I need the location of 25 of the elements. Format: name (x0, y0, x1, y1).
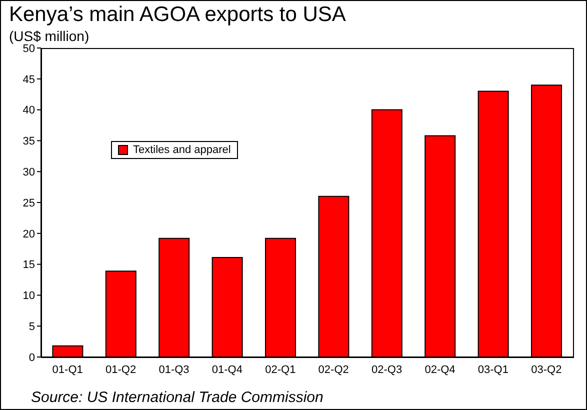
x-tick-label: 02-Q1 (265, 364, 296, 376)
y-tick-label: 10 (22, 290, 35, 302)
x-tick-label: 01-Q3 (158, 364, 190, 376)
y-tick-label: 35 (22, 136, 35, 148)
x-tick-label: 02-Q2 (318, 364, 349, 376)
y-tick-label: 5 (28, 321, 35, 334)
chart-subtitle: (US$ million) (9, 28, 90, 44)
legend-label: Textiles and apparel (133, 144, 231, 156)
y-tick-label: 15 (22, 259, 35, 272)
y-tick-label: 20 (22, 228, 35, 240)
x-tick-label: 01-Q1 (52, 364, 83, 376)
y-tick-label: 30 (22, 166, 35, 179)
x-tick-label: 01-Q2 (106, 364, 136, 376)
x-tick-label: 01-Q4 (212, 364, 242, 376)
x-tick-label: 02-Q3 (372, 364, 402, 376)
y-tick-label: 0 (28, 352, 35, 364)
x-tick-label: 03-Q2 (531, 364, 562, 376)
y-tick-label: 50 (22, 42, 35, 55)
source-note: Source: US International Trade Commission (31, 389, 324, 406)
chart-title: Kenya’s main AGOA exports to USA (9, 3, 346, 27)
y-tick-label: 40 (22, 104, 35, 117)
y-tick-label: 25 (22, 197, 35, 210)
y-tick-label: 45 (22, 74, 35, 86)
x-tick-label: 03-Q1 (478, 364, 508, 376)
x-tick-label: 02-Q4 (424, 364, 456, 376)
